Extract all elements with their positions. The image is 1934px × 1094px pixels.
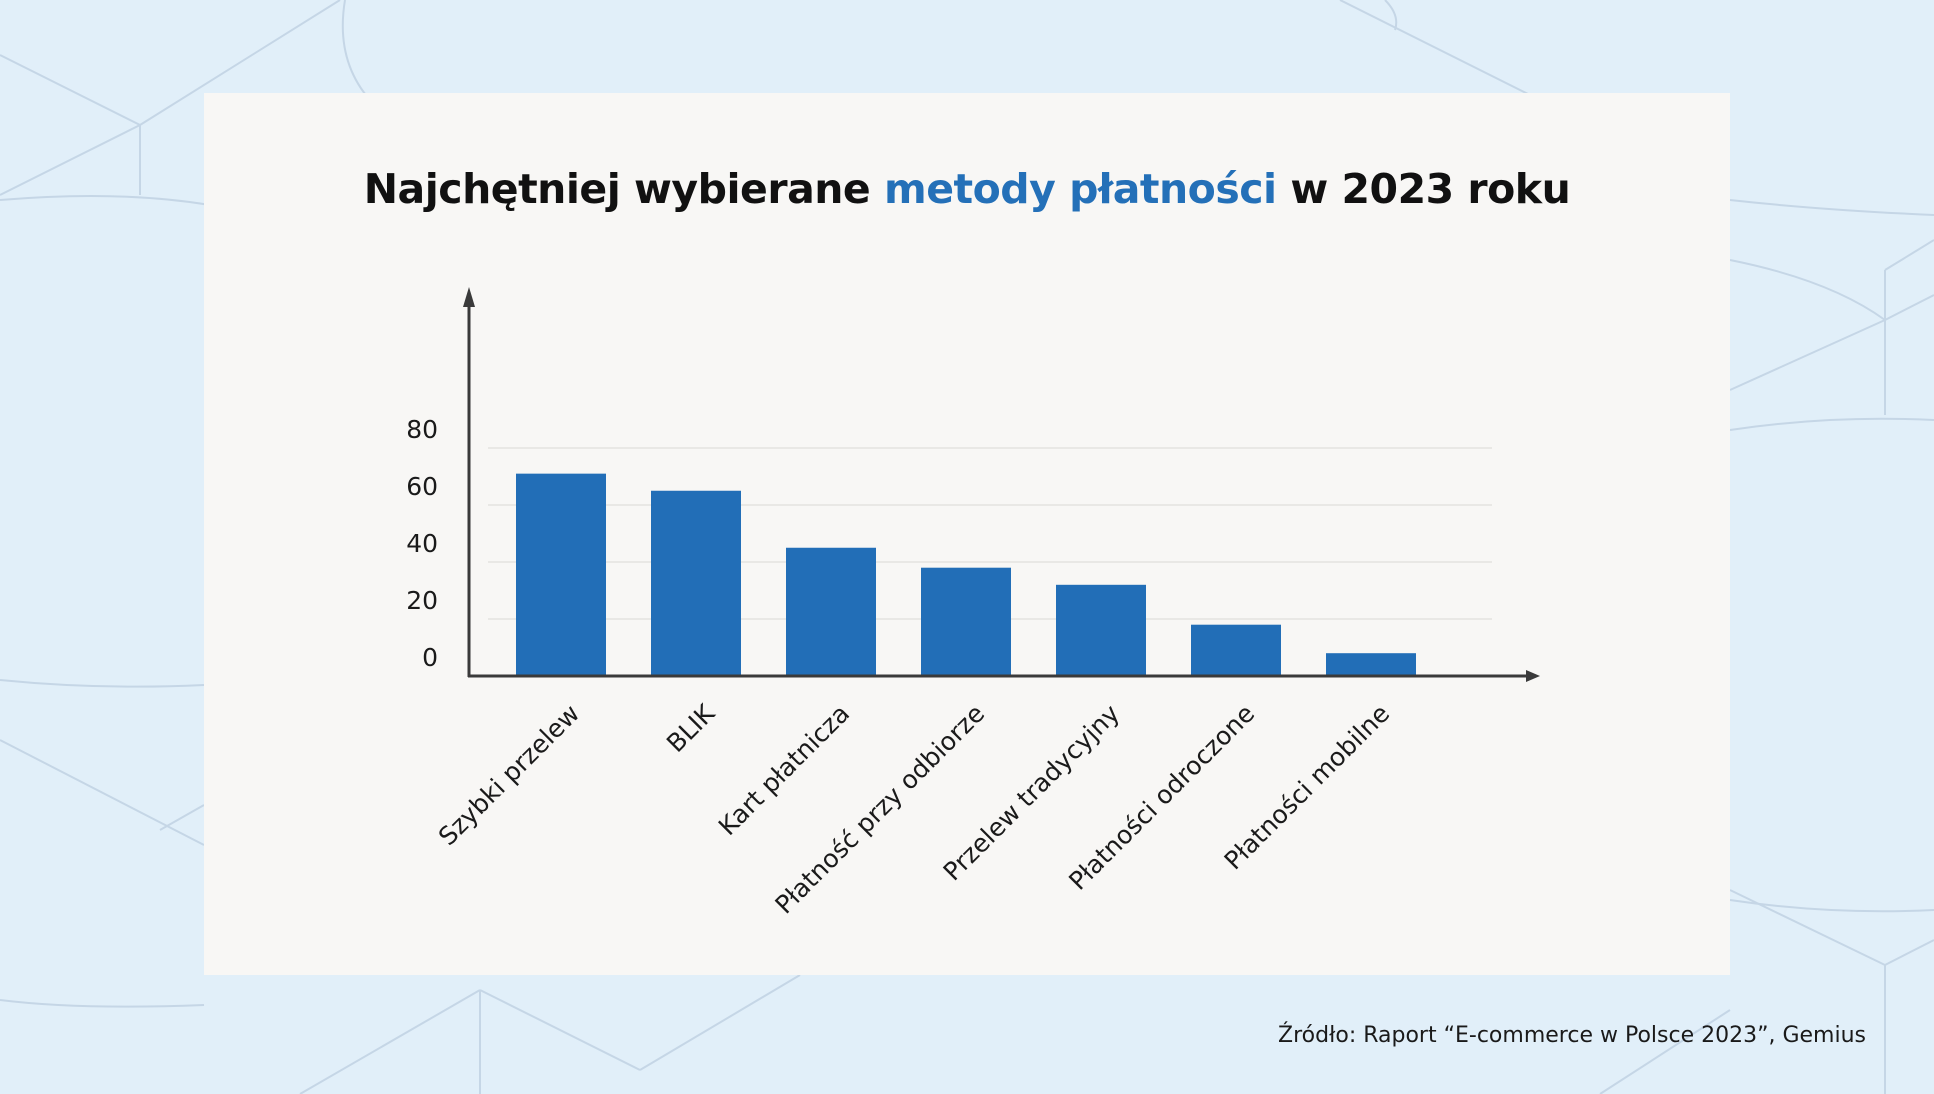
bar xyxy=(786,547,876,676)
x-category-label: BLIK xyxy=(661,698,721,758)
title-part-1: Najchętniej wybierane xyxy=(363,165,885,213)
y-tick-label: 20 xyxy=(406,586,438,615)
y-tick-label: 60 xyxy=(406,472,438,501)
y-tick-label: 80 xyxy=(406,415,438,444)
bar xyxy=(1191,624,1281,676)
y-tick-label: 40 xyxy=(406,529,438,558)
bar xyxy=(1056,584,1146,676)
source-note: Źródło: Raport “E-commerce w Polsce 2023… xyxy=(1278,1023,1866,1048)
x-axis-arrow-icon xyxy=(1526,670,1540,682)
title-part-2: w 2023 roku xyxy=(1276,165,1571,213)
chart-card: Najchętniej wybierane metody płatności w… xyxy=(204,93,1730,975)
title-highlight: metody płatności xyxy=(884,165,1277,213)
y-tick-label: 0 xyxy=(422,643,438,672)
bar xyxy=(651,490,741,676)
y-tick-labels: 0 20 40 60 80 xyxy=(406,415,438,672)
bar xyxy=(921,567,1011,676)
bar xyxy=(1326,653,1416,676)
x-category-label: Kart płatnicza xyxy=(713,699,855,841)
bars xyxy=(516,473,1416,676)
chart-title: Najchętniej wybierane metody płatności w… xyxy=(204,165,1730,213)
axes xyxy=(463,287,1540,682)
x-category-label: Szybki przelew xyxy=(433,699,585,851)
y-axis-arrow-icon xyxy=(463,287,475,307)
bar xyxy=(516,473,606,676)
